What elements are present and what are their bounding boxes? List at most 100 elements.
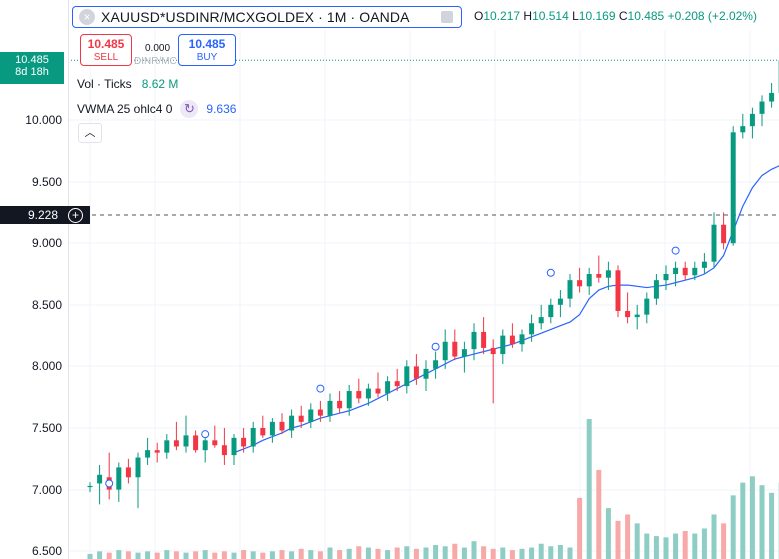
- volume-bar: [404, 546, 410, 559]
- candle-body: [769, 92, 775, 102]
- event-marker: [431, 342, 440, 351]
- volume-bar: [356, 546, 362, 559]
- candle-body: [433, 360, 439, 369]
- volume-bar: [759, 485, 765, 559]
- volume-bar: [193, 551, 199, 559]
- bar-countdown: 8d 18h: [15, 66, 49, 78]
- symbol-search-box[interactable]: × XAUUSD*USDINR/MCXGOLDEX · 1M · OANDA: [72, 6, 462, 28]
- candle-body: [653, 280, 659, 299]
- candle-body: [289, 415, 295, 431]
- candle-body: [721, 224, 727, 244]
- candle-body: [749, 113, 755, 127]
- candle-body: [452, 341, 458, 357]
- candle-body: [605, 270, 611, 278]
- event-marker: [201, 430, 210, 439]
- candle-body: [385, 381, 391, 394]
- chevron-up-icon[interactable]: ︿: [78, 123, 102, 143]
- volume-bar: [567, 547, 573, 559]
- volume-bar: [173, 551, 179, 559]
- volume-bar: [394, 547, 400, 559]
- volume-bar: [337, 550, 343, 559]
- candle-body: [500, 335, 506, 355]
- volume-bar: [212, 552, 218, 559]
- ohlc-legend: O10.217 H10.514 L10.169 C10.485 +0.208 (…: [474, 9, 757, 23]
- candle-body: [692, 267, 698, 276]
- candle-body: [682, 267, 688, 276]
- volume-value: 8.62 M: [141, 77, 179, 91]
- volume-bar: [164, 550, 170, 559]
- volume-bar: [154, 552, 160, 559]
- candle-body: [394, 381, 400, 387]
- candle-body: [615, 270, 621, 311]
- candle-body: [577, 280, 583, 287]
- buy-price: 10.485: [188, 37, 226, 51]
- plus-circle-icon[interactable]: +: [68, 207, 84, 223]
- event-marker: [105, 479, 114, 488]
- volume-bar: [625, 514, 631, 559]
- open-value: 10.217: [483, 9, 521, 23]
- volume-bar: [586, 419, 592, 559]
- candle-body: [125, 467, 131, 478]
- candle-body: [145, 450, 151, 458]
- buy-button[interactable]: 10.485 BUY: [178, 34, 236, 66]
- candle-body: [461, 349, 467, 357]
- candle-body: [202, 440, 208, 451]
- volume-bar: [701, 528, 707, 559]
- symbol-name[interactable]: XAUUSD*USDINR/MCXGOLDEX · 1M · OANDA: [101, 9, 410, 25]
- volume-bar: [317, 551, 323, 559]
- vwma-legend[interactable]: VWMA 25 ohlc4 0 ↻ 9.636: [77, 100, 236, 118]
- candle-body: [442, 341, 448, 361]
- volume-bar: [749, 476, 755, 559]
- close-icon[interactable]: ×: [79, 9, 95, 25]
- candle-body: [317, 409, 323, 416]
- axis-tick: 9.500: [31, 175, 62, 189]
- volume-bar: [481, 546, 487, 559]
- candle-body: [413, 366, 419, 379]
- volume-bar: [740, 482, 746, 559]
- candle-body: [586, 274, 592, 287]
- candle-body: [529, 323, 535, 335]
- volume-bar: [241, 550, 247, 559]
- axis-tick: 8.000: [31, 359, 62, 373]
- refresh-icon[interactable]: ↻: [180, 100, 199, 118]
- candle-body: [423, 368, 429, 379]
- volume-bar: [221, 551, 227, 559]
- candle-body: [557, 298, 563, 305]
- candle-body: [154, 450, 160, 453]
- crosshair-price-label[interactable]: 9.228 +: [0, 206, 90, 224]
- volume-bar: [260, 552, 266, 559]
- axis-tick: 9.000: [31, 236, 62, 250]
- high-value: 10.514: [532, 9, 569, 23]
- axis-tick: 8.500: [31, 298, 62, 312]
- candle-body: [308, 409, 314, 422]
- candle-body: [346, 391, 352, 409]
- candle-body: [279, 421, 285, 431]
- volume-bar: [471, 541, 477, 559]
- last-price-value: 10.485: [15, 54, 49, 66]
- candle-body: [164, 440, 170, 453]
- candle-body: [298, 415, 304, 422]
- candle-body: [87, 485, 93, 488]
- square-icon[interactable]: [441, 11, 453, 23]
- volume-bar: [769, 492, 775, 559]
- volume-bar: [673, 533, 679, 559]
- volume-bar: [346, 548, 352, 559]
- candle-body: [193, 435, 199, 451]
- candle-body: [471, 331, 477, 350]
- price-axis[interactable]: 10.000 9.500 9.000 8.500 8.000 7.500 7.0…: [0, 0, 69, 559]
- sell-button[interactable]: 10.485 SELL: [80, 34, 132, 66]
- symbol-ghost-text: DINR/MC: [134, 56, 177, 67]
- volume-bar: [519, 548, 525, 559]
- axis-tick: 7.000: [31, 483, 62, 497]
- volume-bar: [375, 548, 381, 559]
- volume-bar: [97, 551, 103, 559]
- candle-body: [548, 304, 554, 318]
- candle-body: [481, 331, 487, 348]
- volume-bar: [529, 547, 535, 559]
- candle-body: [356, 391, 362, 399]
- volume-bar: [615, 520, 621, 559]
- volume-legend[interactable]: Vol · Ticks 8.62 M: [77, 77, 178, 91]
- open-label: O: [474, 9, 484, 23]
- volume-bar: [663, 537, 669, 559]
